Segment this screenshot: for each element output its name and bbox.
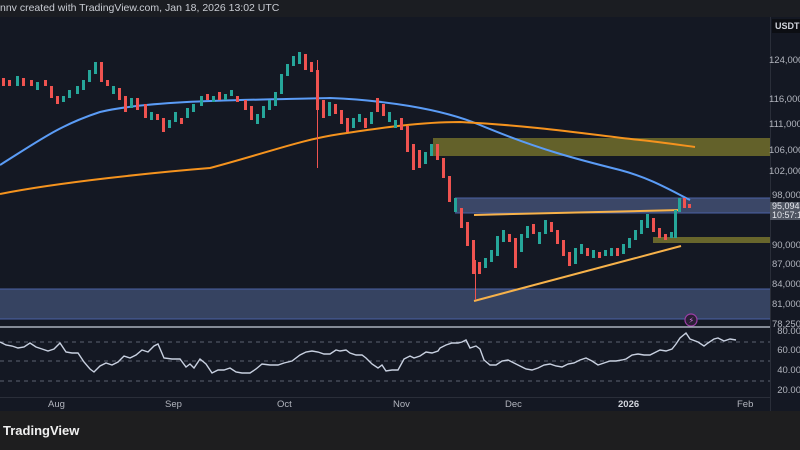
ma-slow-line <box>0 120 696 195</box>
currency-label[interactable]: USDT <box>772 19 800 33</box>
svg-text:⚡: ⚡ <box>689 316 695 325</box>
price-chart-pane[interactable]: ⚡ <box>0 17 770 397</box>
price-tick: 81,000 <box>771 299 800 310</box>
current-price-tag: 95,094 10:57:1 <box>770 202 800 220</box>
tradingview-logo: TradingView <box>3 423 80 438</box>
resistance-zone <box>455 198 770 213</box>
attribution-text: nnv created with TradingView.com, Jan 18… <box>0 2 280 14</box>
date-axis[interactable]: Aug Sep Oct Nov Dec 2026 Feb <box>0 397 770 412</box>
price-tick: 90,000 <box>771 240 800 251</box>
rsi-tick: 40.00 <box>777 365 800 376</box>
demand-zone <box>0 289 770 319</box>
chart-canvas: ⚡ <box>0 52 770 382</box>
price-tick: 102,000 <box>769 166 800 177</box>
current-price: 95,094 <box>772 201 800 211</box>
price-tick: 78,250 <box>771 319 800 330</box>
date-tick: Aug <box>48 399 65 410</box>
support-zone <box>653 237 770 243</box>
triangle-lower-line <box>473 245 682 302</box>
price-tick: 98,000 <box>771 190 800 201</box>
triangle-upper-line <box>473 209 682 216</box>
attribution-bar: nnv created with TradingView.com, Jan 18… <box>0 0 800 17</box>
price-tick: 87,000 <box>771 259 800 270</box>
rsi-tick: 60.00 <box>777 345 800 356</box>
date-tick: Dec <box>505 399 522 410</box>
event-marker-icon[interactable] <box>684 313 698 327</box>
price-tick: 124,000 <box>769 55 800 66</box>
price-tick: 116,000 <box>769 94 800 105</box>
rsi-tick: 20.00 <box>777 385 800 396</box>
date-tick: Sep <box>165 399 182 410</box>
rsi-tick: 80.00 <box>777 326 800 337</box>
candles <box>2 52 691 300</box>
footer: TradingView <box>0 411 800 450</box>
price-tick: 111,000 <box>769 119 800 130</box>
price-tick: 84,000 <box>771 279 800 290</box>
date-tick: Oct <box>277 399 292 410</box>
date-tick: 2026 <box>618 399 640 410</box>
price-tick: 106,000 <box>769 145 800 156</box>
bar-countdown: 10:57:1 <box>772 210 800 220</box>
date-tick: Feb <box>737 399 754 410</box>
date-tick: Nov <box>393 399 410 410</box>
rsi-line <box>0 331 737 374</box>
supply-zone <box>433 138 770 156</box>
